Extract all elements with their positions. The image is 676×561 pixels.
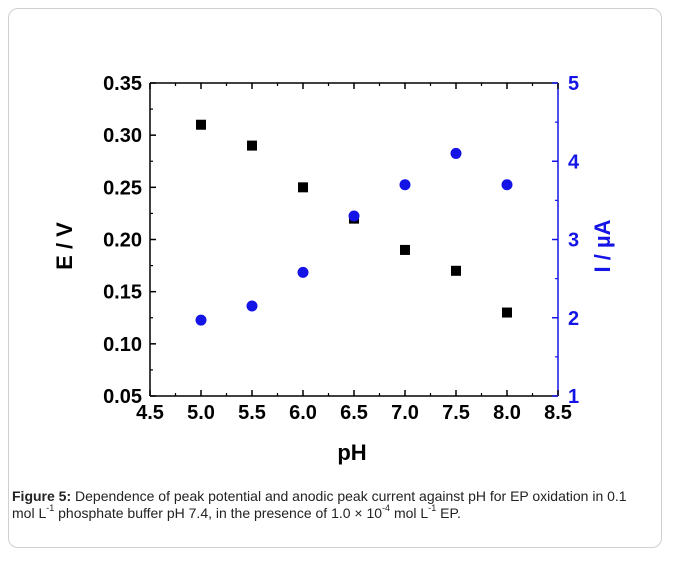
y-left-axis-title: E / V bbox=[52, 222, 77, 270]
data-point-circle bbox=[399, 179, 411, 191]
data-point-square bbox=[196, 119, 206, 130]
caption-sup-2: -4 bbox=[382, 503, 391, 514]
y-right-tick-label: 2 bbox=[568, 308, 579, 330]
y-left-tick-label: 0.05 bbox=[103, 386, 142, 408]
chart-canvas: 4.5 5.0 5.5 6.0 6.5 7.0 7.5 8.0 8.5 0.05 0.10 0.15 0… bbox=[52, 73, 615, 465]
data-point-circle bbox=[195, 314, 207, 326]
chart-marks bbox=[195, 119, 513, 326]
x-tick-label: 7.5 bbox=[442, 402, 470, 424]
y-left-tick-label: 0.10 bbox=[103, 334, 142, 356]
caption-text-2: phosphate buffer pH 7.4, in the presence… bbox=[54, 505, 383, 521]
data-point-circle bbox=[246, 300, 258, 312]
x-tick-label: 8.5 bbox=[544, 402, 572, 424]
x-tick-label: 5.0 bbox=[187, 402, 215, 424]
x-tick-label: 5.5 bbox=[238, 402, 266, 424]
x-tick-label: 7.0 bbox=[391, 402, 419, 424]
data-point-square bbox=[247, 140, 257, 151]
y-right-axis-title: I / µA bbox=[590, 219, 615, 272]
x-tick-label: 4.5 bbox=[136, 402, 164, 424]
x-axis-title: pH bbox=[337, 440, 366, 465]
data-point-square bbox=[298, 182, 308, 193]
y-right-tick-label: 3 bbox=[568, 230, 579, 252]
data-point-circle bbox=[501, 179, 513, 191]
data-point-circle bbox=[297, 266, 309, 278]
data-point-square bbox=[502, 307, 512, 318]
y-left-tick-label: 0.20 bbox=[103, 230, 142, 252]
y-right-tick-label: 4 bbox=[568, 151, 580, 173]
x-tick-label: 8.0 bbox=[493, 402, 521, 424]
caption-sup-3: -1 bbox=[428, 503, 437, 514]
caption-sup-1: -1 bbox=[46, 503, 55, 514]
x-tick-label: 6.5 bbox=[340, 402, 368, 424]
data-point-circle bbox=[450, 147, 462, 159]
figure-caption: Figure 5: Dependence of peak potential a… bbox=[12, 488, 652, 522]
caption-label: Figure 5: bbox=[12, 488, 72, 504]
chart-axes: 4.5 5.0 5.5 6.0 6.5 7.0 7.5 8.0 8.5 0.05 0.10 0.15 0… bbox=[103, 73, 580, 424]
y-left-tick-label: 0.15 bbox=[103, 282, 142, 304]
data-point-square bbox=[451, 265, 461, 276]
figure-frame bbox=[8, 8, 662, 548]
y-right-tick-label: 5 bbox=[568, 73, 579, 95]
data-point-circle bbox=[348, 210, 360, 222]
caption-text-4: EP. bbox=[436, 505, 461, 521]
caption-text-3: mol L bbox=[390, 505, 429, 521]
y-left-tick-label: 0.35 bbox=[103, 73, 142, 95]
y-left-tick-label: 0.30 bbox=[103, 125, 142, 147]
y-left-tick-label: 0.25 bbox=[103, 177, 142, 199]
data-point-square bbox=[400, 244, 410, 255]
caption-text-1: Dependence of peak potential and anodic … bbox=[12, 488, 627, 521]
y-right-tick-label: 1 bbox=[568, 386, 579, 408]
x-tick-label: 6.0 bbox=[289, 402, 317, 424]
